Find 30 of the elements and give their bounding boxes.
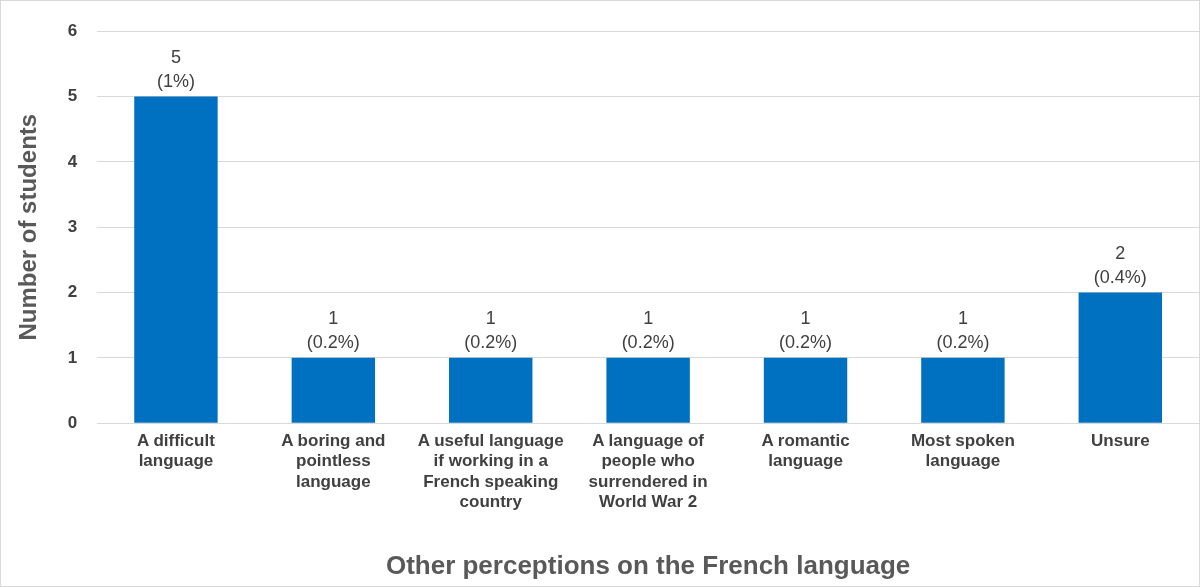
bar [921,357,1005,423]
data-label: 1 (0.2%) [936,307,990,352]
x-axis-title: Other perceptions on the French language [385,549,911,580]
data-label: 1 (0.2%) [621,307,675,352]
data-label: 2 (0.4%) [1093,242,1147,287]
y-tick-label: 3 [67,216,78,236]
y-tick-label: 5 [67,86,78,106]
data-label: 1 (0.2%) [464,307,518,352]
y-tick-label: 4 [67,151,78,171]
x-tick-label: A language of people who surrendered in World War 2 [588,431,708,512]
y-tick-label: 6 [67,20,78,40]
x-tick-label: Unsure [1091,431,1150,451]
bar [291,357,376,423]
x-tick-label: A boring and pointless language [281,431,386,491]
data-label: 1 (0.2%) [306,307,360,352]
y-tick-label: 2 [67,282,78,302]
bar [134,96,218,423]
x-tick-label: Most spoken language [910,431,1015,471]
x-tick-label: A difficult language [137,431,216,471]
data-label: 5 (1%) [156,46,195,91]
bar [1078,292,1163,423]
bar [449,357,533,423]
data-label: 1 (0.2%) [779,307,833,352]
bar [763,357,848,423]
x-tick-label: A useful language if working in a French speaking country [417,431,564,512]
bar [606,357,690,423]
y-axis-title: Number of students [14,113,42,341]
y-tick-label: 1 [67,347,78,367]
x-tick-label: A romantic language [761,431,850,471]
y-tick-label: 0 [67,412,78,432]
